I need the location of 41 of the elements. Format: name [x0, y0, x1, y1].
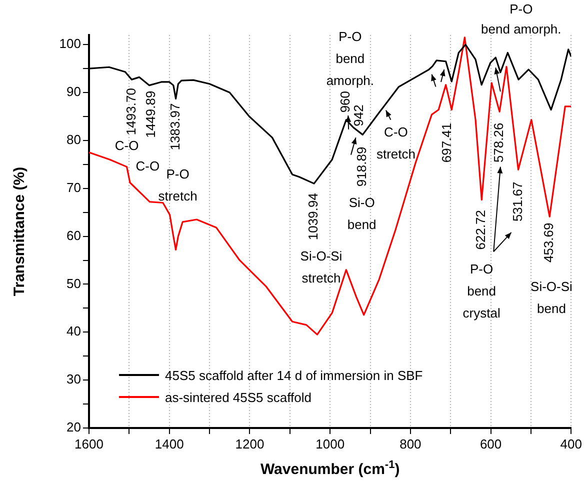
- annotation: Si-O bend: [347, 194, 376, 232]
- annotation: 697.41: [439, 122, 454, 163]
- annotation: P-O bend amorph.: [481, 2, 562, 37]
- y-tick-label: 100: [59, 36, 81, 52]
- y-tick-label: 90: [66, 84, 81, 100]
- annotation: C-O: [136, 158, 160, 174]
- y-axis-title: Transmittance (%): [11, 166, 28, 296]
- x-tick-label: 400: [560, 436, 582, 452]
- annotation: 942: [350, 104, 366, 126]
- annotation: P-O bend crystal: [462, 261, 500, 320]
- annotation: 622.72: [473, 210, 488, 250]
- annotation: 1039.94: [306, 193, 321, 240]
- y-tick-label: 30: [66, 372, 81, 387]
- annotation: 1449.89: [142, 90, 158, 138]
- y-tick-label: 50: [66, 276, 81, 291]
- annotation: 453.69: [541, 222, 556, 263]
- y-tick-label: 70: [66, 180, 81, 195]
- annotation: 578.26: [491, 122, 506, 163]
- y-tick-label: 40: [66, 324, 81, 339]
- x-tick-label: 1200: [235, 436, 264, 452]
- y-tick-label: 60: [66, 228, 81, 243]
- legend-label: 45S5 scaffold after 14 d of immersion in SBF: [165, 368, 423, 382]
- x-tick-label: 600: [480, 436, 502, 452]
- annotation: P-O bend amorph.: [326, 29, 374, 88]
- annotation: C-O stretch: [376, 124, 416, 162]
- annotation: 531.67: [510, 182, 525, 222]
- annotation: Si-O-Si bend: [530, 279, 573, 316]
- x-tick-label: 1000: [316, 436, 345, 452]
- annotation: P-O stretch: [158, 166, 198, 204]
- x-tick-label: 800: [400, 436, 422, 452]
- annotation: C-O: [114, 138, 139, 154]
- annotation: 1493.70: [123, 88, 138, 136]
- x-tick-label: 1400: [154, 436, 184, 452]
- annotation: 1383.97: [167, 103, 182, 150]
- annotation: 918.89: [354, 146, 370, 187]
- y-tick-label: 20: [66, 420, 81, 435]
- annotation: 960: [338, 90, 353, 113]
- x-tick-label: 1600: [74, 436, 104, 452]
- legend-label: as-sintered 45S5 scaffold: [165, 390, 312, 404]
- y-tick-label: 80: [66, 132, 81, 148]
- annotation: Si-O-Si stretch: [300, 248, 342, 286]
